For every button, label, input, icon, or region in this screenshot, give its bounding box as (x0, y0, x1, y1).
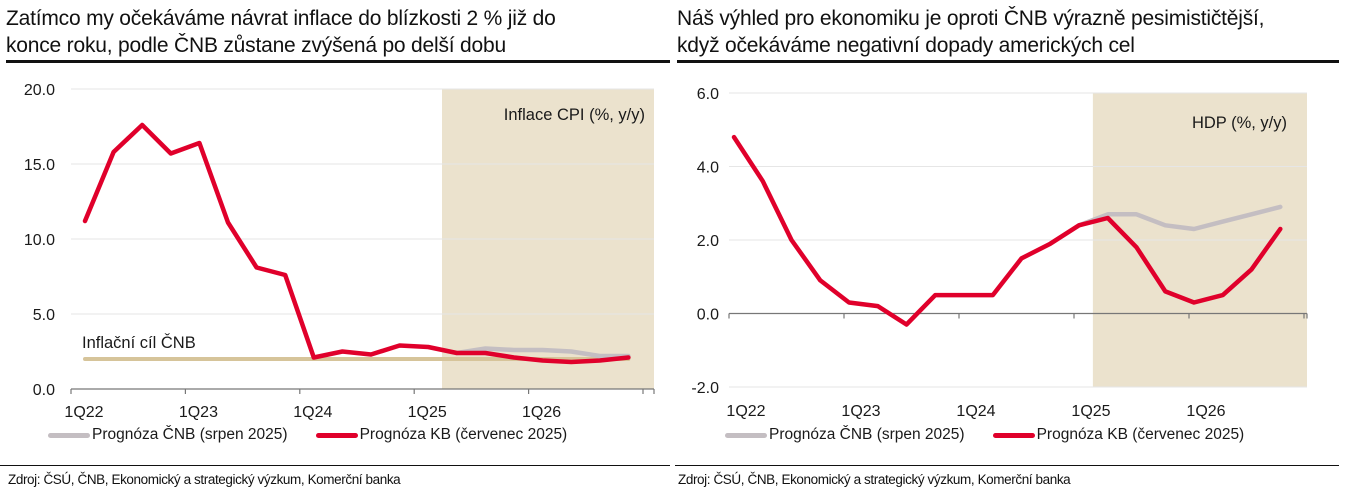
source-divider (675, 465, 1339, 466)
y-tick-label: 4.0 (697, 160, 719, 177)
title-divider (6, 60, 670, 63)
legend-label-cnb: Prognóza ČNB (srpen 2025) (92, 426, 288, 443)
x-tick-label: 1Q25 (408, 404, 447, 421)
gdp-chart: -2.0 0.0 2.0 4.0 6.0 1Q22 1Q23 1Q24 1Q25 1Q26 HDP … (691, 86, 1308, 420)
legend-swatch-cnb (48, 432, 90, 438)
y-tick-label: 20.0 (24, 82, 55, 99)
y-tick-label: 2.0 (697, 233, 719, 250)
legend-label-kb: Prognóza KB (červenec 2025) (359, 426, 568, 443)
x-tick-label: 1Q26 (522, 404, 561, 421)
title-line-1: Zatímco my očekáváme návrat inflace do b… (6, 7, 556, 30)
x-tick-label: 1Q23 (179, 404, 218, 421)
legend-label-cnb: Prognóza ČNB (srpen 2025) (769, 426, 965, 443)
y-tick-label: 15.0 (24, 157, 55, 174)
legend-swatch-kb (992, 432, 1035, 438)
x-tick-label: 1Q23 (841, 403, 880, 420)
legend-item-kb: Prognóza KB (červenec 2025) (992, 426, 1245, 444)
inflation-target-label: Inflační cíl ČNB (82, 333, 196, 352)
source-divider (0, 465, 670, 466)
inflation-chart-title: Zatímco my očekáváme návrat inflace do b… (6, 5, 556, 59)
legend-item-kb: Prognóza KB (červenec 2025) (315, 426, 568, 444)
gdp-panel: Náš výhled pro ekonomiku je oproti ČNB v… (675, 0, 1347, 502)
series-line-kb (731, 134, 1283, 327)
x-tick-label: 1Q22 (726, 403, 765, 420)
x-tick-label: 1Q25 (1071, 403, 1110, 420)
x-tick-label: 1Q22 (64, 404, 103, 421)
y-tick-label: 10.0 (24, 232, 55, 249)
chart-annotation: HDP (%, y/y) (1192, 114, 1287, 132)
legend-swatch-kb (315, 432, 358, 438)
chart-annotation: Inflace CPI (%, y/y) (504, 106, 645, 124)
x-tick-label: 1Q24 (956, 403, 995, 420)
y-tick-label: 5.0 (33, 307, 55, 324)
title-divider (677, 60, 1339, 63)
series-line-kb (82, 122, 631, 365)
gdp-legend: Prognóza ČNB (srpen 2025) Prognóza KB (č… (725, 426, 1272, 444)
inflation-legend: Prognóza ČNB (srpen 2025) Prognóza KB (č… (48, 426, 595, 444)
title-line-2: konce roku, podle ČNB zůstane zvýšená po… (6, 34, 506, 57)
title-line-2: když očekáváme negativní dopady americký… (677, 34, 1135, 57)
title-line-1: Náš výhled pro ekonomiku je oproti ČNB v… (677, 7, 1265, 30)
y-tick-label: 6.0 (697, 86, 719, 103)
legend-item-cnb: Prognóza ČNB (srpen 2025) (48, 426, 288, 444)
series-line-cnb (454, 346, 631, 359)
legend-item-cnb: Prognóza ČNB (srpen 2025) (725, 426, 965, 444)
y-tick-label: 0.0 (697, 307, 719, 324)
inflation-chart: 0.0 5.0 10.0 15.0 20.0 1Q22 1Q23 1Q24 1Q25 1Q26 In… (24, 82, 655, 421)
legend-label-kb: Prognóza KB (červenec 2025) (1036, 426, 1245, 443)
y-tick-label: -2.0 (691, 380, 719, 397)
series-line-cnb (1076, 204, 1283, 232)
source-note: Zdroj: ČSÚ, ČNB, Ekonomický a strategick… (8, 472, 401, 487)
source-note: Zdroj: ČSÚ, ČNB, Ekonomický a strategick… (678, 472, 1071, 487)
x-tick-label: 1Q24 (293, 404, 332, 421)
legend-swatch-cnb (725, 432, 767, 438)
y-tick-label: 0.0 (33, 382, 55, 399)
gdp-chart-title: Náš výhled pro ekonomiku je oproti ČNB v… (677, 5, 1265, 59)
inflation-panel: Zatímco my očekáváme návrat inflace do b… (0, 0, 670, 502)
x-tick-label: 1Q26 (1186, 403, 1225, 420)
